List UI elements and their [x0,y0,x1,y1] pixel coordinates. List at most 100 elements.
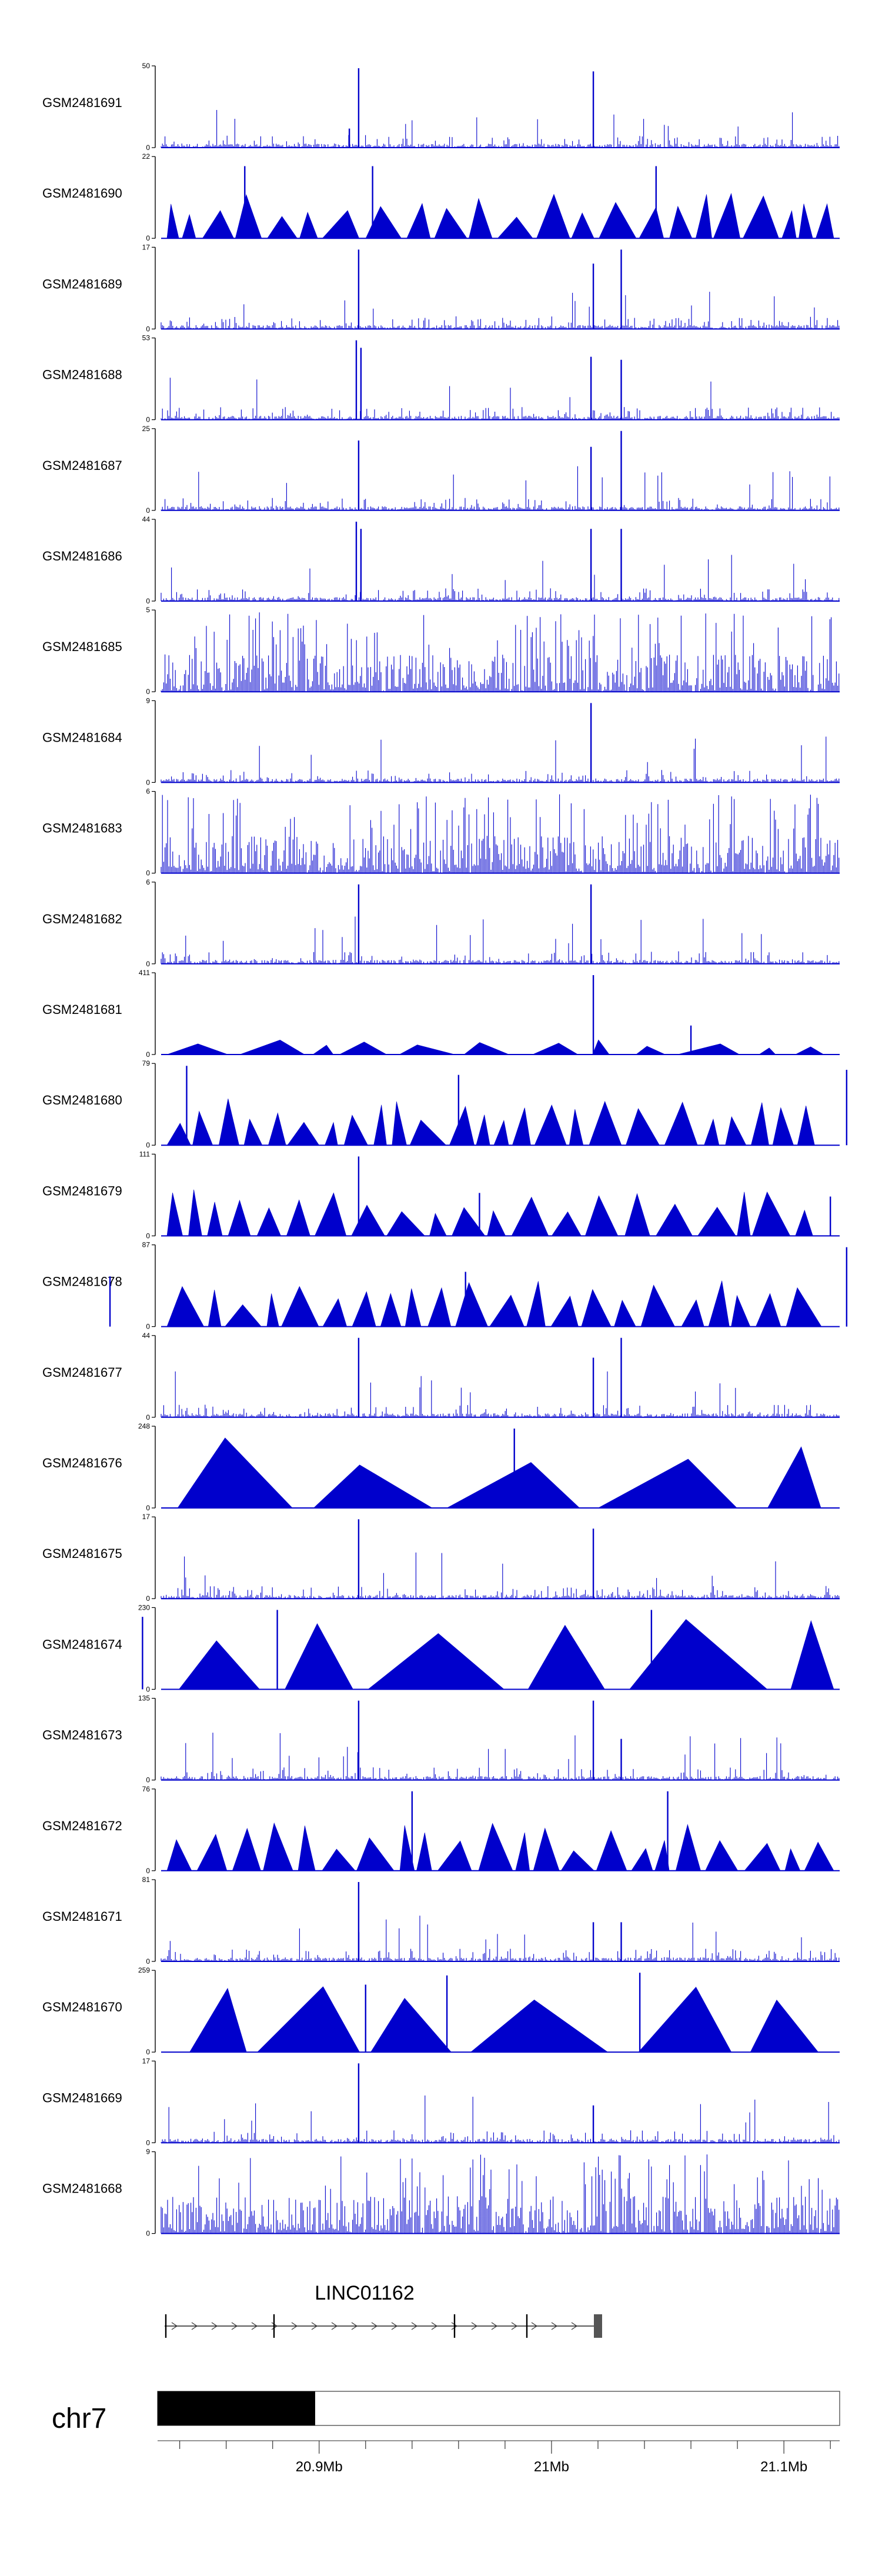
y-min-label: 0 [146,506,150,515]
signal-trace [161,2154,840,2234]
y-min-label: 0 [146,1413,150,1422]
signal-trace [161,2095,840,2143]
signal-triangle [386,1211,426,1236]
y-min-label: 0 [146,778,150,786]
strand-arrow [531,2322,538,2330]
signal-triangle [399,1045,455,1055]
strand-arrow [511,2322,518,2330]
track: GSM2481687 25 0 [42,425,840,515]
y-max-label: 259 [138,1966,150,1974]
signal-triangle [437,1840,472,1871]
chromosome-band [158,2391,315,2425]
signal-triangle [202,210,234,239]
y-max-label: 9 [146,696,150,705]
signal-triangle [166,1123,191,1146]
signal-triangle [166,203,179,239]
signal-triangle [427,1287,452,1327]
signal-triangle [207,1202,223,1236]
signal-triangle [708,1280,730,1327]
signal-triangle [285,1623,353,1690]
y-max-label: 76 [142,1785,151,1793]
y-max-label: 53 [142,334,151,342]
signal-triangle [744,1843,781,1871]
track-label: GSM2481677 [42,1365,122,1380]
signal-triangle [681,1299,704,1327]
signal-triangle [624,1193,650,1236]
signal-triangle [313,1464,433,1509]
signal-trace [161,466,840,510]
signal-triangle [299,211,318,239]
y-min-label: 0 [146,1323,150,1331]
signal-triangle [343,1115,368,1146]
signal-triangle [569,1109,584,1146]
y-max-label: 6 [146,788,150,796]
signal-triangle [365,206,402,239]
signal-triangle [705,1840,739,1871]
signal-triangle [429,1213,447,1236]
y-min-label: 0 [146,1594,150,1603]
y-max-label: 87 [142,1241,151,1249]
signal-triangle [790,1620,834,1690]
track-label: GSM2481690 [42,186,122,201]
y-max-label: 79 [142,1059,151,1067]
signal-triangle [489,1294,524,1327]
signal-triangle [781,210,797,239]
y-max-label: 22 [142,152,151,161]
signal-triangle [476,1115,490,1146]
signal-trace [161,110,840,148]
signal-triangle [584,1195,619,1236]
signal-triangle [767,1446,821,1509]
genomic-axis: 20.9Mb 21Mb 21.1Mb [158,2440,840,2475]
y-min-label: 0 [146,1867,150,1875]
track-label: GSM2481673 [42,1728,122,1743]
signal-triangle [654,1840,670,1871]
signal-triangle [188,1189,202,1236]
y-max-label: 230 [138,1603,150,1611]
signal-triangle [758,1047,776,1055]
axis-tick-label: 20.9Mb [296,2459,343,2475]
track: GSM2481689 17 0 [42,243,840,333]
track: GSM2481688 53 0 [42,334,840,424]
signal-triangle [192,1110,213,1146]
track: GSM2481668 9 0 [42,2148,840,2238]
signal-triangle [189,1987,247,2053]
strand-arrow [331,2322,338,2330]
strand-arrow [311,2322,318,2330]
signal-triangle [786,1287,822,1327]
strand-arrow [391,2322,398,2330]
signal-triangle [815,203,834,239]
track: GSM2481684 9 0 [42,696,840,786]
y-max-label: 135 [138,1694,150,1703]
track: GSM2481677 44 0 [42,1332,840,1422]
strand-arrow [171,2322,178,2330]
strand-arrow [251,2322,258,2330]
signal-triangle [804,1841,834,1871]
signal-triangle [178,1640,260,1690]
signal-triangle [405,1288,422,1327]
signal-triangle [581,1289,612,1327]
strand-arrow [551,2322,558,2330]
signal-triangle [455,1282,488,1327]
y-max-label: 50 [142,62,151,70]
y-min-label: 0 [146,1141,150,1149]
signal-trace [161,378,840,420]
chromosome-ideogram: chr7 [52,2391,840,2434]
signal-triangle [182,213,196,239]
signal-triangle [434,208,467,239]
signal-triangle [281,1286,319,1327]
track-label: GSM2481668 [42,2181,122,2196]
signal-triangle [743,195,779,239]
signal-trace [161,1371,840,1417]
track-label: GSM2481669 [42,2090,122,2105]
signal-triangle [629,1619,768,1690]
signal-triangle [416,1832,432,1871]
signal-triangle [322,210,360,239]
signal-triangle [228,1199,251,1236]
signal-triangle [322,1848,356,1871]
signal-triangle [478,1823,513,1871]
gene-exon-block [594,2314,602,2338]
track-label: GSM2481674 [42,1637,122,1651]
track-label: GSM2481670 [42,2000,122,2014]
y-min-label: 0 [146,2048,150,2056]
signal-triangle [351,1204,385,1236]
